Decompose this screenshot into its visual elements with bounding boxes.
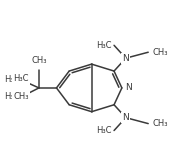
Text: CH₃: CH₃ — [152, 119, 168, 128]
Text: CH₃: CH₃ — [31, 56, 47, 65]
Text: H₃C: H₃C — [97, 126, 112, 135]
Text: N: N — [122, 54, 129, 63]
Text: H₃C: H₃C — [4, 92, 19, 101]
Text: CH₃: CH₃ — [152, 48, 168, 57]
Text: H₃C: H₃C — [97, 41, 112, 50]
Text: N: N — [122, 113, 129, 122]
Text: CH₃: CH₃ — [14, 92, 29, 101]
Text: H₃C: H₃C — [14, 75, 29, 83]
Text: N: N — [125, 83, 132, 92]
Text: CH₃: CH₃ — [31, 57, 47, 66]
Text: H₃C: H₃C — [4, 76, 19, 85]
